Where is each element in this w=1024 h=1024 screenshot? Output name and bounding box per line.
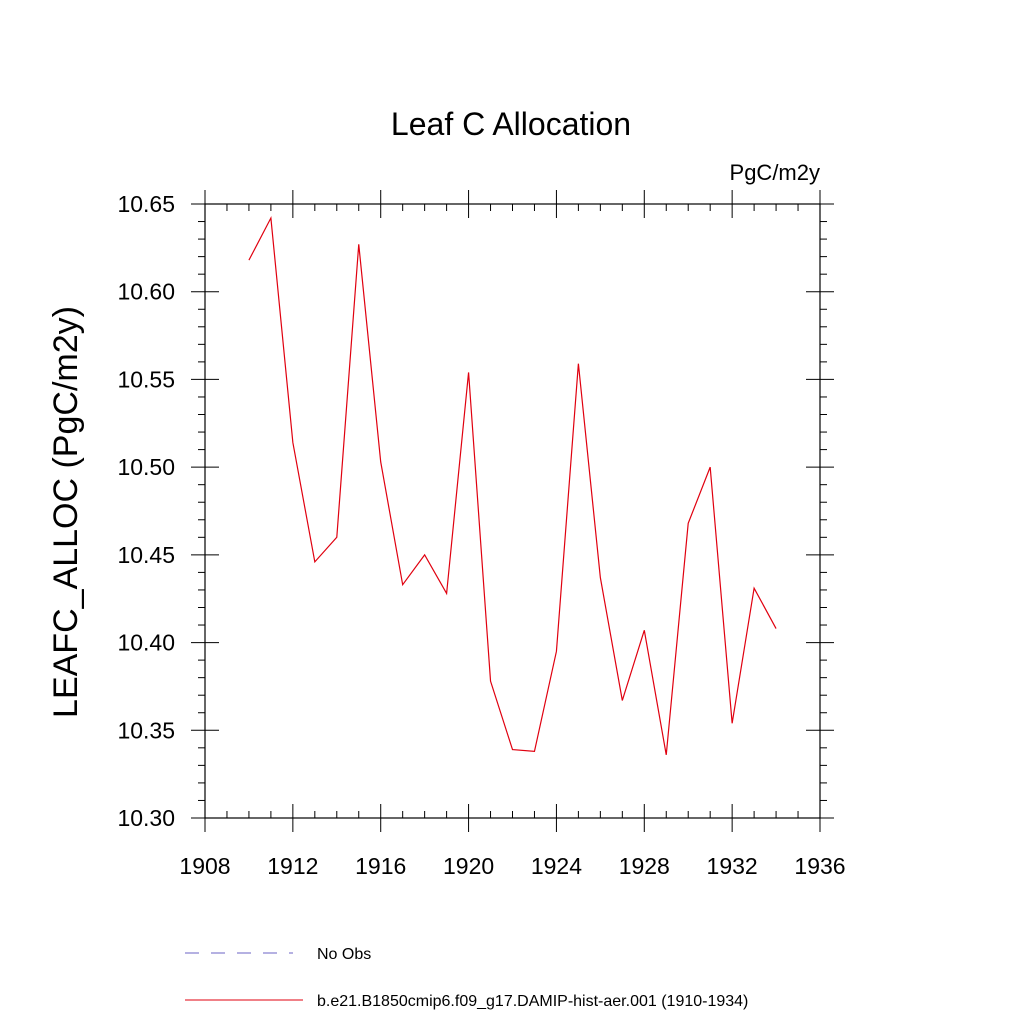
series-group: [248, 215, 777, 755]
x-tick-label: 1912: [267, 853, 318, 879]
y-tick-label: 10.55: [117, 366, 175, 392]
x-tick-label: 1924: [531, 853, 582, 879]
y-tick-label: 10.45: [117, 542, 175, 568]
plot-frame: [204, 203, 821, 819]
y-tick-label: 10.50: [117, 454, 175, 480]
y-tick-label: 10.40: [117, 630, 175, 656]
y-tick-label: 10.60: [117, 279, 175, 305]
axis-tick-labels: 1908 1912 1916 1920 1924 1928 1932 1936 10.30 10.…: [117, 191, 845, 879]
x-tick-label: 1928: [619, 853, 670, 879]
legend-label-series: b.e21.B1850cmip6.f09_g17.DAMIP-hist-aer.…: [317, 993, 748, 1010]
x-tick-label: 1908: [179, 853, 230, 879]
x-tick-label: 1920: [443, 853, 494, 879]
y-tick-label: 10.30: [117, 805, 175, 831]
x-tick-label: 1916: [355, 853, 406, 879]
x-tick-label: 1936: [794, 853, 845, 879]
legend-label-no-obs: No Obs: [317, 946, 371, 963]
y-axis-label: LEAFC_ALLOC (PgC/m2y): [47, 306, 85, 718]
chart-title: Leaf C Allocation: [391, 106, 631, 142]
units-label: PgC/m2y: [730, 160, 820, 185]
y-tick-label: 10.35: [117, 717, 175, 743]
axis-ticks: [191, 190, 834, 832]
x-tick-label: 1932: [707, 853, 758, 879]
legend: No Obs b.e21.B1850cmip6.f09_g17.DAMIP-hi…: [185, 946, 748, 1010]
y-tick-label: 10.65: [117, 191, 175, 217]
series-line-0: [248, 215, 777, 755]
